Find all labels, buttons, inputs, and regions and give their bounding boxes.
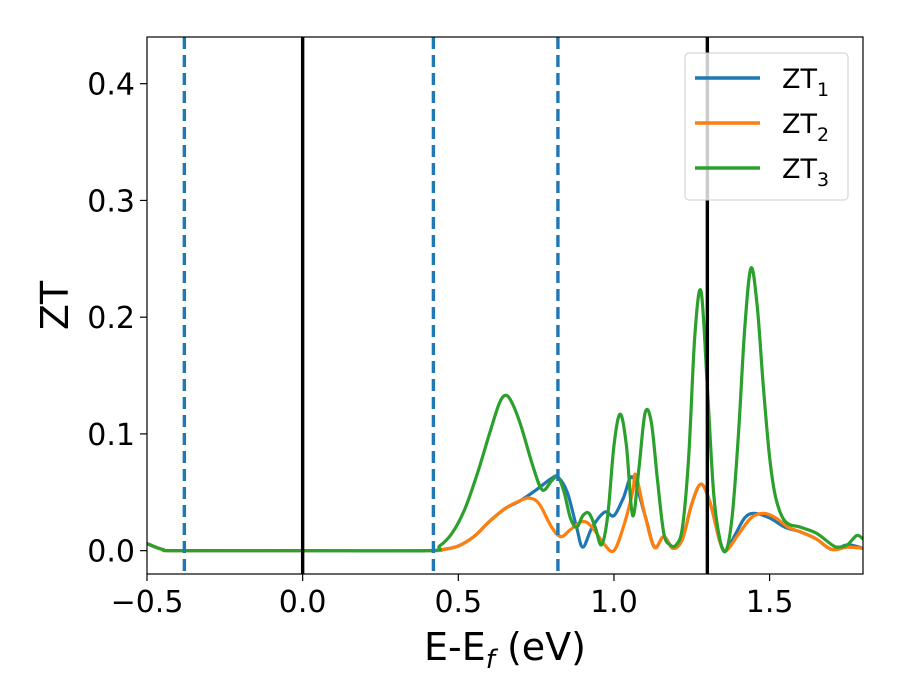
legend-label: ZT2: [782, 109, 829, 146]
axis-ticks: −0.5 0.0 0.5 1.0 1.5 0.0 0.1 0.2 0.3 0.4: [87, 68, 793, 620]
series-layer: [147, 266, 863, 554]
x-tick-label: −0.5: [111, 585, 184, 620]
legend-box: [684, 52, 849, 201]
x-axis-title: E-Ef (eV): [424, 625, 586, 675]
legend-label: ZT3: [782, 154, 829, 191]
x-tick-label: 0.5: [434, 585, 482, 620]
plot-frame: [146, 36, 864, 575]
y-tick-label: 0.0: [87, 535, 135, 570]
series-line-zt3: [147, 266, 863, 554]
y-tick-label: 0.1: [87, 418, 135, 453]
legend-item-zt1: ZT1: [695, 64, 829, 101]
legend-label: ZT1: [782, 64, 829, 101]
legend-item-zt2: ZT2: [695, 109, 829, 146]
x-tick-label: 1.0: [590, 585, 638, 620]
legend: ZT1 ZT2 ZT3: [684, 52, 849, 201]
y-tick-label: 0.3: [87, 184, 135, 219]
x-tick-label: 1.5: [746, 585, 794, 620]
x-tick-label: 0.0: [279, 585, 327, 620]
y-axis-title: ZT: [33, 280, 77, 330]
y-tick-label: 0.4: [87, 68, 135, 103]
legend-item-zt3: ZT3: [695, 154, 829, 191]
y-tick-label: 0.2: [87, 301, 135, 336]
